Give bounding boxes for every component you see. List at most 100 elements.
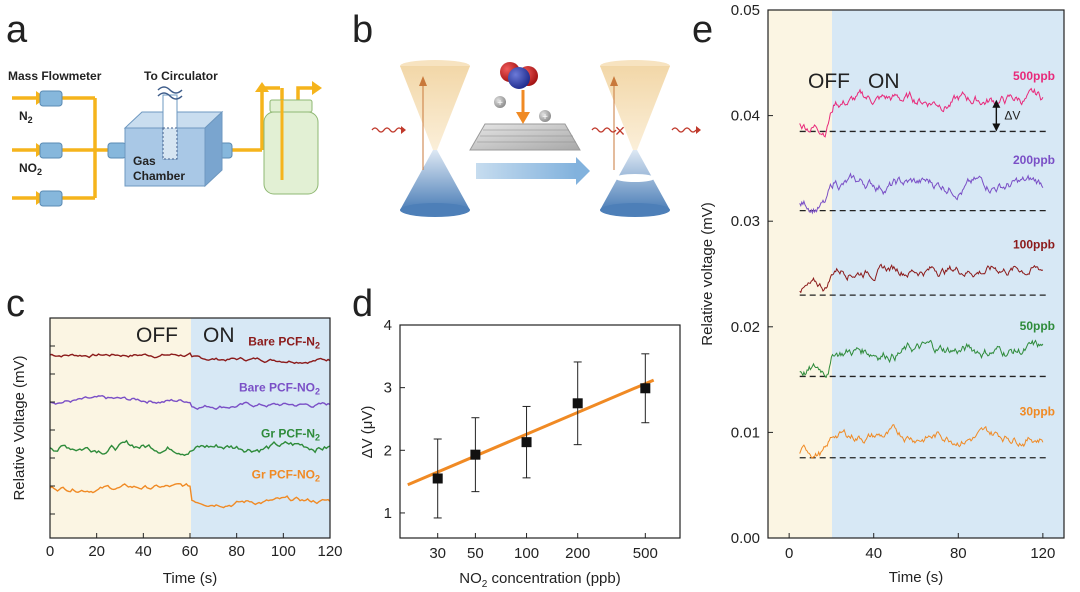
e-xtick-label: 120 [1030,545,1055,562]
e-ytick-label: 0.05 [731,2,760,19]
c-trace-4 [49,482,331,509]
d-ytick-label: 1 [384,505,392,522]
c-xtick-label: 20 [88,543,105,560]
incident-wave-left-head [401,126,406,134]
e-x-axis-title: Time (s) [889,569,943,586]
panel-b: b + + [352,9,701,217]
d-y-axis-title: ΔV (μV) [359,406,376,459]
e-y-axis-title: Relative voltage (mV) [699,202,716,345]
d-xtick-label: 50 [467,545,484,562]
e-series-label-5: 30ppb [1020,405,1055,419]
c-off-region [50,318,191,538]
svg-text:+: + [497,98,503,109]
transmitted-wave-head [696,126,701,134]
d-data-point [572,398,583,409]
d-xtick-label: 500 [633,545,658,562]
c-on-region [191,318,330,538]
e-trace-3 [799,263,1044,294]
d-data-point [521,437,532,448]
c-traces [49,352,331,509]
d-xtick-label: 200 [565,545,590,562]
e-off-label: OFF [808,70,850,93]
e-trace-2 [799,172,1044,215]
panel-e-label: e [692,9,713,51]
e-ytick-label: 0.01 [731,424,760,441]
panel-d: d 30 50 100 200 500 1 2 3 4 NO2 concentration (p… [352,283,681,590]
c-on-label: ON [203,324,235,347]
e-delta-arrowhead-up [992,99,1001,108]
d-data-point [432,473,443,484]
d-plot-frame [399,324,681,539]
incident-wave-right [591,127,617,133]
transmitted-wave [671,127,697,133]
mass-flowmeter-2 [39,142,63,159]
e-plot-frame [767,9,1065,539]
d-ytick-label: 4 [384,317,392,334]
panel-e: e 500ppb 200ppb 100ppb 50ppb 30ppb ΔV 0 40 80 120… [692,2,1065,586]
gas-chamber-label-2: Chamber [133,169,185,183]
d-xtick-label: 30 [429,545,446,562]
adsorption-arrowhead [516,112,530,124]
e-xtick-label: 40 [865,545,882,562]
e-trace-1 [799,87,1044,138]
mass-flowmeter-label: Mass Flowmeter [8,69,102,83]
e-on-label: ON [868,70,900,93]
no2-molecule [500,62,538,89]
panel-c-label: c [6,283,25,325]
e-ytick-label: 0.00 [731,530,760,547]
c-series-label-1: Bare PCF-N2 [248,335,320,351]
c-xtick-label: 120 [317,543,342,560]
c-xtick-label: 60 [182,543,199,560]
d-ytick-label: 3 [384,380,392,397]
panel-a-label: a [6,9,28,51]
panel-a: a Mass Flowmeter To Circulator [6,9,322,207]
mass-flowmeter-1 [39,90,63,107]
gas-bottle [263,99,319,195]
chamber-inlet [107,142,127,159]
to-circulator-label: To Circulator [144,69,218,83]
panel-d-label: d [352,283,373,325]
e-delta-arrowhead-down [992,123,1001,132]
e-trace-4 [799,339,1044,379]
c-y-ticks [50,345,55,515]
e-xtick-label: 0 [785,545,793,562]
e-ytick-label: 0.04 [731,108,760,125]
c-off-label: OFF [136,324,178,347]
e-delta-label: ΔV [1004,109,1020,123]
graphene-sheet [469,123,581,151]
d-ytick-label: 2 [384,442,392,459]
c-trace-1 [49,352,331,365]
c-series-label-2: Bare PCF-NO2 [239,381,320,397]
e-series-label-1: 500ppb [1013,69,1055,83]
e-series-label-4: 50ppb [1020,319,1055,333]
c-series-label-4: Gr PCF-NO2 [252,468,320,484]
c-trace-3 [49,439,331,457]
gas-n2-label: N2 [19,109,33,125]
c-y-axis-title: Relative Voltage (mV) [11,355,28,500]
gas-no2-label: NO2 [19,161,42,177]
mass-flowmeter-3 [39,190,63,207]
c-trace-2 [49,394,331,411]
blocked-transition-mark: × [615,121,626,141]
e-ytick-label: 0.02 [731,319,760,336]
c-x-axis: 0 20 40 60 80 100 120 [46,533,343,560]
gas-chamber-label-1: Gas [133,154,156,168]
e-trace-5 [799,424,1044,460]
c-xtick-label: 100 [271,543,296,560]
d-xtick-label: 100 [514,545,539,562]
c-x-axis-title: Time (s) [163,570,217,587]
hole-charges: + + [494,96,551,123]
panel-b-label: b [352,9,373,51]
e-series-label-2: 200ppb [1013,153,1055,167]
e-off-region [768,10,832,538]
d-data-point [640,383,651,394]
process-arrow [476,157,590,185]
d-fit-line [407,378,655,487]
e-series-label-3: 100ppb [1013,238,1055,252]
d-data-point [470,449,481,460]
c-xtick-label: 80 [228,543,245,560]
svg-text:+: + [542,112,548,123]
e-ytick-label: 0.03 [731,213,760,230]
incident-wave-left [371,127,403,133]
